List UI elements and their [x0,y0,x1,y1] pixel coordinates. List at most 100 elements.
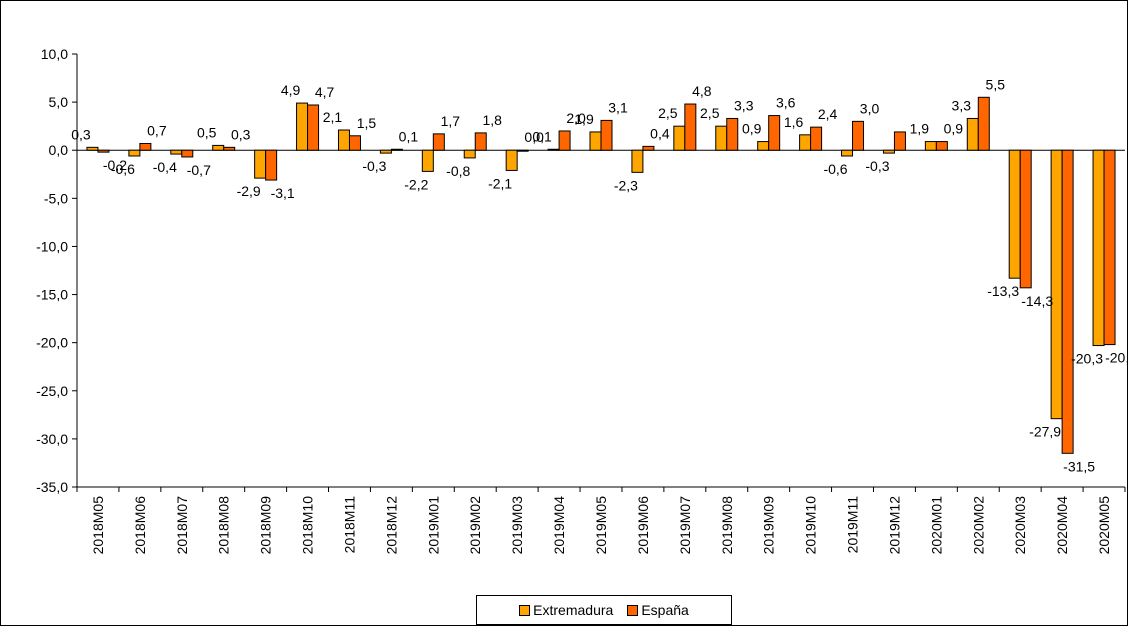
data-label-extremadura: -0,4 [153,159,177,175]
bar-espana [893,131,906,151]
bar-espana [139,142,152,151]
legend-swatch-espana [627,604,639,616]
bar-extremadura [799,134,812,151]
bar-espana [223,146,236,151]
category-labels: 2018M05 2018M06 2018M07 2018M08 2018M09 2018M… [90,496,1112,555]
bar-espana [558,130,571,151]
category-label: 2018M05 [90,496,106,555]
data-label-espana: 0,4 [650,125,670,141]
data-label-extremadura: -13,3 [987,283,1019,299]
bar-extremadura [170,149,183,155]
data-label-extremadura: -0,3 [362,158,386,174]
category-label: 2019M11 [845,496,861,554]
data-label-espana: 0,1 [399,128,419,144]
bar-extremadura [463,149,476,159]
data-label-extremadura: 3,3 [952,97,972,113]
bar-extremadura [715,125,728,151]
data-label-espana: 1,5 [357,115,377,131]
data-label-espana: 4,8 [692,83,712,99]
bar-espana [348,135,361,151]
data-label-espana: 5,5 [986,76,1006,92]
category-label: 2020M02 [970,496,986,555]
bar-extremadura [1008,149,1021,279]
category-label: 2018M07 [174,496,190,555]
y-tick-label: -30,0 [36,431,68,447]
bar-extremadura [296,102,309,151]
data-label-extremadura: -0,6 [111,161,135,177]
y-tick-label: 5,0 [49,94,69,110]
bar-espana [97,149,110,153]
bar-espana [307,104,320,151]
data-label-extremadura: 0,5 [197,124,217,140]
category-label: 2018M10 [300,496,316,555]
bar-extremadura [421,149,434,172]
bar-extremadura [254,149,267,179]
data-label-espana: 1,7 [441,113,461,129]
bar-extremadura [841,149,854,157]
data-label-espana: -14,3 [1021,293,1053,309]
data-label-extremadura: 2,5 [658,105,678,121]
y-tick-labels: 10,0 5,0 0,0 -5,0 -10,0 -15,0 -20,0 -25,0 -30,0 -… [36,46,68,495]
y-tick-label: -20,0 [36,335,68,351]
category-label: 2018M11 [341,496,357,554]
bar-extremadura [631,149,644,173]
bar-extremadura [757,141,770,151]
y-tick-label: -15,0 [36,287,68,303]
bar-extremadura [212,144,225,151]
category-label: 2019M07 [677,496,693,555]
category-label: 2018M08 [216,496,232,555]
bar-extremadura [379,149,392,154]
data-label-espana: 1,8 [483,112,503,128]
data-label-espana: 2,0 [566,110,586,126]
data-label-espana: 3,1 [608,99,628,115]
category-label: 2019M04 [551,496,567,555]
y-tick-label: -10,0 [36,238,68,254]
category-label: 2019M08 [719,496,735,555]
data-label-espana: 2,4 [818,106,838,122]
data-labels: 0,3-0,2-0,60,7-0,4 -0,70,5 0,3-2,9 -3,14,9 4… [71,76,1127,474]
legend-item-espana: España [627,602,689,618]
category-label: 2019M03 [509,496,525,555]
y-tick-label: 10,0 [41,46,68,62]
bar-espana [516,149,529,152]
bar-extremadura [589,131,602,151]
bars [86,96,1116,454]
data-label-extremadura: 0,3 [71,126,91,142]
bar-espana [642,145,655,151]
data-label-extremadura: -0,8 [446,163,470,179]
category-label: 2019M05 [593,496,609,555]
data-label-extremadura: 4,9 [281,82,301,98]
data-label-espana: -3,1 [271,185,295,201]
bar-espana [935,141,948,151]
data-label-extremadura: 1,9 [910,121,930,137]
bar-extremadura [1092,149,1105,347]
data-label-espana: -0,7 [187,162,211,178]
bar-espana [474,132,487,151]
bar-espana [852,120,865,151]
bar-espana [1103,149,1116,346]
data-label-extremadura: 0,9 [742,121,762,137]
data-label-extremadura: -2,1 [488,175,512,191]
bar-espana [1019,149,1032,289]
data-label-extremadura: -0,6 [823,161,847,177]
legend-label-extremadura: Extremadura [533,602,614,618]
category-label: 2018M06 [132,496,148,555]
bar-extremadura [547,148,560,151]
y-tick-label: -5,0 [44,190,68,206]
data-label-extremadura: 1,9 [574,111,594,127]
bar-espana [265,149,278,181]
bar-espana [600,119,613,151]
bar-extremadura [924,141,937,151]
legend-label-espana: España [641,602,689,618]
y-tick-label: -35,0 [36,479,68,495]
bar-extremadura [337,129,350,151]
data-label-espana: 4,7 [315,84,335,100]
bar-espana [726,117,739,151]
data-label-extremadura: -2,9 [237,183,261,199]
data-label-extremadura: -0,3 [865,158,889,174]
bar-espana [181,149,194,158]
data-label-extremadura: -2,3 [614,177,638,193]
category-label: 2020M03 [1012,496,1028,555]
bar-extremadura [505,149,518,171]
